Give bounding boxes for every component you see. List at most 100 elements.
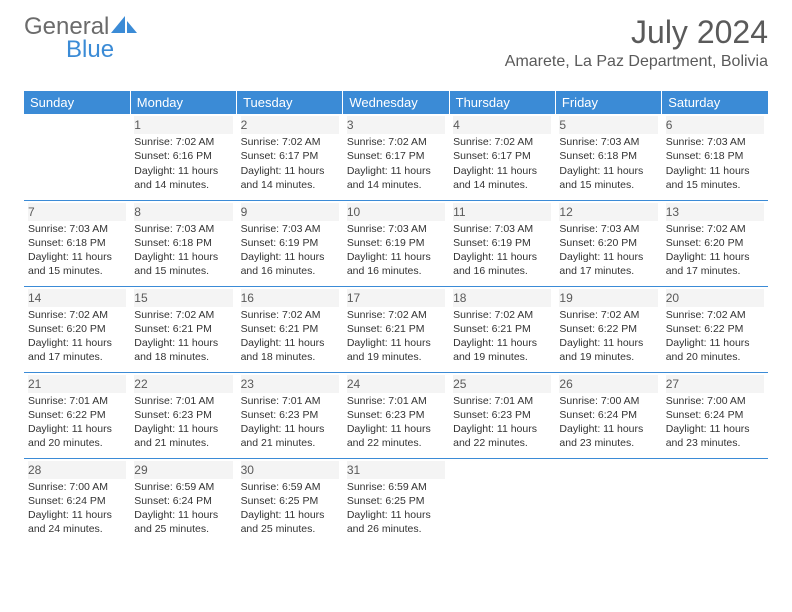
- calendar-cell: 4Sunrise: 7:02 AMSunset: 6:17 PMDaylight…: [449, 114, 555, 200]
- calendar-cell: 14Sunrise: 7:02 AMSunset: 6:20 PMDayligh…: [24, 286, 130, 372]
- calendar-week: 28Sunrise: 7:00 AMSunset: 6:24 PMDayligh…: [24, 458, 768, 544]
- sunrise-line: Sunrise: 7:02 AM: [453, 308, 551, 322]
- sunset-line: Sunset: 6:25 PM: [241, 494, 339, 508]
- calendar-week: .1Sunrise: 7:02 AMSunset: 6:16 PMDayligh…: [24, 114, 768, 200]
- sunrise-line: Sunrise: 7:03 AM: [28, 222, 126, 236]
- calendar-cell: 27Sunrise: 7:00 AMSunset: 6:24 PMDayligh…: [662, 372, 768, 458]
- daylight-line: Daylight: 11 hours and 14 minutes.: [453, 164, 551, 192]
- daylight-line: Daylight: 11 hours and 22 minutes.: [347, 422, 445, 450]
- sunrise-line: Sunrise: 7:02 AM: [347, 135, 445, 149]
- daylight-line: Daylight: 11 hours and 22 minutes.: [453, 422, 551, 450]
- sunset-line: Sunset: 6:22 PM: [666, 322, 764, 336]
- day-number: 26: [559, 375, 657, 393]
- calendar-cell-blank: .: [24, 114, 130, 200]
- calendar-cell: 16Sunrise: 7:02 AMSunset: 6:21 PMDayligh…: [237, 286, 343, 372]
- calendar-cell: 7Sunrise: 7:03 AMSunset: 6:18 PMDaylight…: [24, 200, 130, 286]
- day-number: 10: [347, 203, 445, 221]
- day-number: 11: [453, 203, 551, 221]
- sunrise-line: Sunrise: 6:59 AM: [134, 480, 232, 494]
- calendar-cell: 9Sunrise: 7:03 AMSunset: 6:19 PMDaylight…: [237, 200, 343, 286]
- sunrise-line: Sunrise: 7:00 AM: [559, 394, 657, 408]
- day-header: Saturday: [662, 91, 768, 114]
- calendar-cell: 3Sunrise: 7:02 AMSunset: 6:17 PMDaylight…: [343, 114, 449, 200]
- day-number: 8: [134, 203, 232, 221]
- day-number: 21: [28, 375, 126, 393]
- daylight-line: Daylight: 11 hours and 14 minutes.: [347, 164, 445, 192]
- day-header: Friday: [555, 91, 661, 114]
- daylight-line: Daylight: 11 hours and 14 minutes.: [241, 164, 339, 192]
- sunrise-line: Sunrise: 7:03 AM: [559, 135, 657, 149]
- sunset-line: Sunset: 6:24 PM: [666, 408, 764, 422]
- sunrise-line: Sunrise: 6:59 AM: [241, 480, 339, 494]
- calendar-table: SundayMondayTuesdayWednesdayThursdayFrid…: [24, 91, 768, 544]
- sunset-line: Sunset: 6:18 PM: [666, 149, 764, 163]
- sunset-line: Sunset: 6:23 PM: [347, 408, 445, 422]
- calendar-cell: 30Sunrise: 6:59 AMSunset: 6:25 PMDayligh…: [237, 458, 343, 544]
- brand-logo-overlay: General Blue: [24, 16, 149, 62]
- sunrise-line: Sunrise: 7:03 AM: [666, 135, 764, 149]
- day-number: 5: [559, 116, 657, 134]
- sunset-line: Sunset: 6:19 PM: [241, 236, 339, 250]
- daylight-line: Daylight: 11 hours and 26 minutes.: [347, 508, 445, 536]
- sunset-line: Sunset: 6:16 PM: [134, 149, 232, 163]
- calendar-cell: 1Sunrise: 7:02 AMSunset: 6:16 PMDaylight…: [130, 114, 236, 200]
- sunrise-line: Sunrise: 7:02 AM: [666, 308, 764, 322]
- day-number: 18: [453, 289, 551, 307]
- sunrise-line: Sunrise: 7:01 AM: [28, 394, 126, 408]
- calendar-cell: 31Sunrise: 6:59 AMSunset: 6:25 PMDayligh…: [343, 458, 449, 544]
- sunrise-line: Sunrise: 7:02 AM: [666, 222, 764, 236]
- sunset-line: Sunset: 6:25 PM: [347, 494, 445, 508]
- sunset-line: Sunset: 6:24 PM: [559, 408, 657, 422]
- calendar-cell: 26Sunrise: 7:00 AMSunset: 6:24 PMDayligh…: [555, 372, 661, 458]
- day-number: 23: [241, 375, 339, 393]
- day-number: 16: [241, 289, 339, 307]
- sunrise-line: Sunrise: 6:59 AM: [347, 480, 445, 494]
- calendar-cell: 25Sunrise: 7:01 AMSunset: 6:23 PMDayligh…: [449, 372, 555, 458]
- title-block: July 2024 Amarete, La Paz Department, Bo…: [505, 14, 768, 71]
- day-number: 9: [241, 203, 339, 221]
- sunset-line: Sunset: 6:21 PM: [453, 322, 551, 336]
- calendar-cell: 17Sunrise: 7:02 AMSunset: 6:21 PMDayligh…: [343, 286, 449, 372]
- sunrise-line: Sunrise: 7:01 AM: [241, 394, 339, 408]
- calendar-cell: 20Sunrise: 7:02 AMSunset: 6:22 PMDayligh…: [662, 286, 768, 372]
- location-text: Amarete, La Paz Department, Bolivia: [505, 53, 768, 71]
- sunset-line: Sunset: 6:20 PM: [28, 322, 126, 336]
- day-number: 20: [666, 289, 764, 307]
- day-number: 2: [241, 116, 339, 134]
- calendar-week: 14Sunrise: 7:02 AMSunset: 6:20 PMDayligh…: [24, 286, 768, 372]
- day-header: Thursday: [449, 91, 555, 114]
- sunrise-line: Sunrise: 7:03 AM: [134, 222, 232, 236]
- sunset-line: Sunset: 6:21 PM: [347, 322, 445, 336]
- sunrise-line: Sunrise: 7:03 AM: [347, 222, 445, 236]
- sunrise-line: Sunrise: 7:01 AM: [134, 394, 232, 408]
- daylight-line: Daylight: 11 hours and 19 minutes.: [453, 336, 551, 364]
- sunrise-line: Sunrise: 7:03 AM: [559, 222, 657, 236]
- sunset-line: Sunset: 6:23 PM: [453, 408, 551, 422]
- sunset-line: Sunset: 6:21 PM: [134, 322, 232, 336]
- sunrise-line: Sunrise: 7:02 AM: [347, 308, 445, 322]
- daylight-line: Daylight: 11 hours and 23 minutes.: [666, 422, 764, 450]
- daylight-line: Daylight: 11 hours and 21 minutes.: [241, 422, 339, 450]
- calendar-cell: 19Sunrise: 7:02 AMSunset: 6:22 PMDayligh…: [555, 286, 661, 372]
- daylight-line: Daylight: 11 hours and 25 minutes.: [241, 508, 339, 536]
- calendar-cell: 29Sunrise: 6:59 AMSunset: 6:24 PMDayligh…: [130, 458, 236, 544]
- calendar-cell: 15Sunrise: 7:02 AMSunset: 6:21 PMDayligh…: [130, 286, 236, 372]
- sunrise-line: Sunrise: 7:01 AM: [453, 394, 551, 408]
- sunset-line: Sunset: 6:17 PM: [347, 149, 445, 163]
- daylight-line: Daylight: 11 hours and 18 minutes.: [134, 336, 232, 364]
- month-title: July 2024: [505, 14, 768, 51]
- sunrise-line: Sunrise: 7:00 AM: [666, 394, 764, 408]
- calendar-cell: 8Sunrise: 7:03 AMSunset: 6:18 PMDaylight…: [130, 200, 236, 286]
- calendar-cell: 28Sunrise: 7:00 AMSunset: 6:24 PMDayligh…: [24, 458, 130, 544]
- sunrise-line: Sunrise: 7:01 AM: [347, 394, 445, 408]
- calendar-cell: 6Sunrise: 7:03 AMSunset: 6:18 PMDaylight…: [662, 114, 768, 200]
- day-header: Sunday: [24, 91, 130, 114]
- daylight-line: Daylight: 11 hours and 19 minutes.: [347, 336, 445, 364]
- day-number: 24: [347, 375, 445, 393]
- daylight-line: Daylight: 11 hours and 15 minutes.: [28, 250, 126, 278]
- day-number: 30: [241, 461, 339, 479]
- day-header-row: SundayMondayTuesdayWednesdayThursdayFrid…: [24, 91, 768, 114]
- sunset-line: Sunset: 6:23 PM: [241, 408, 339, 422]
- daylight-line: Daylight: 11 hours and 20 minutes.: [666, 336, 764, 364]
- day-number: 15: [134, 289, 232, 307]
